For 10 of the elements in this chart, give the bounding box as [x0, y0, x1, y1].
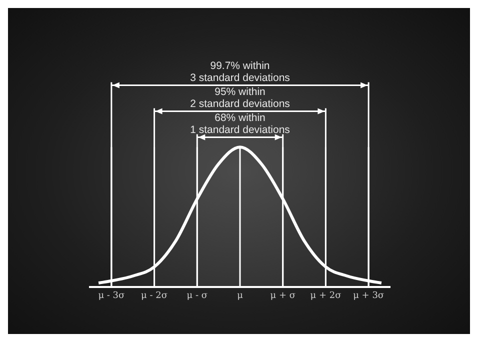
x-tick-label: μ - 2σ [141, 290, 168, 301]
band-label: 95% within 2 standard deviations [190, 86, 290, 110]
x-tick-label: μ + 3σ [353, 290, 384, 301]
x-tick-label: μ + σ [270, 290, 296, 301]
x-tick-label: μ - σ [186, 290, 208, 301]
band-label: 68% within 1 standard deviations [190, 112, 290, 136]
x-tick-label: μ + 2σ [310, 290, 342, 301]
band-label: 99.7% within 3 standard deviations [190, 60, 290, 84]
x-tick-label: μ - 3σ [98, 290, 125, 301]
x-tick-label: μ [237, 290, 244, 301]
